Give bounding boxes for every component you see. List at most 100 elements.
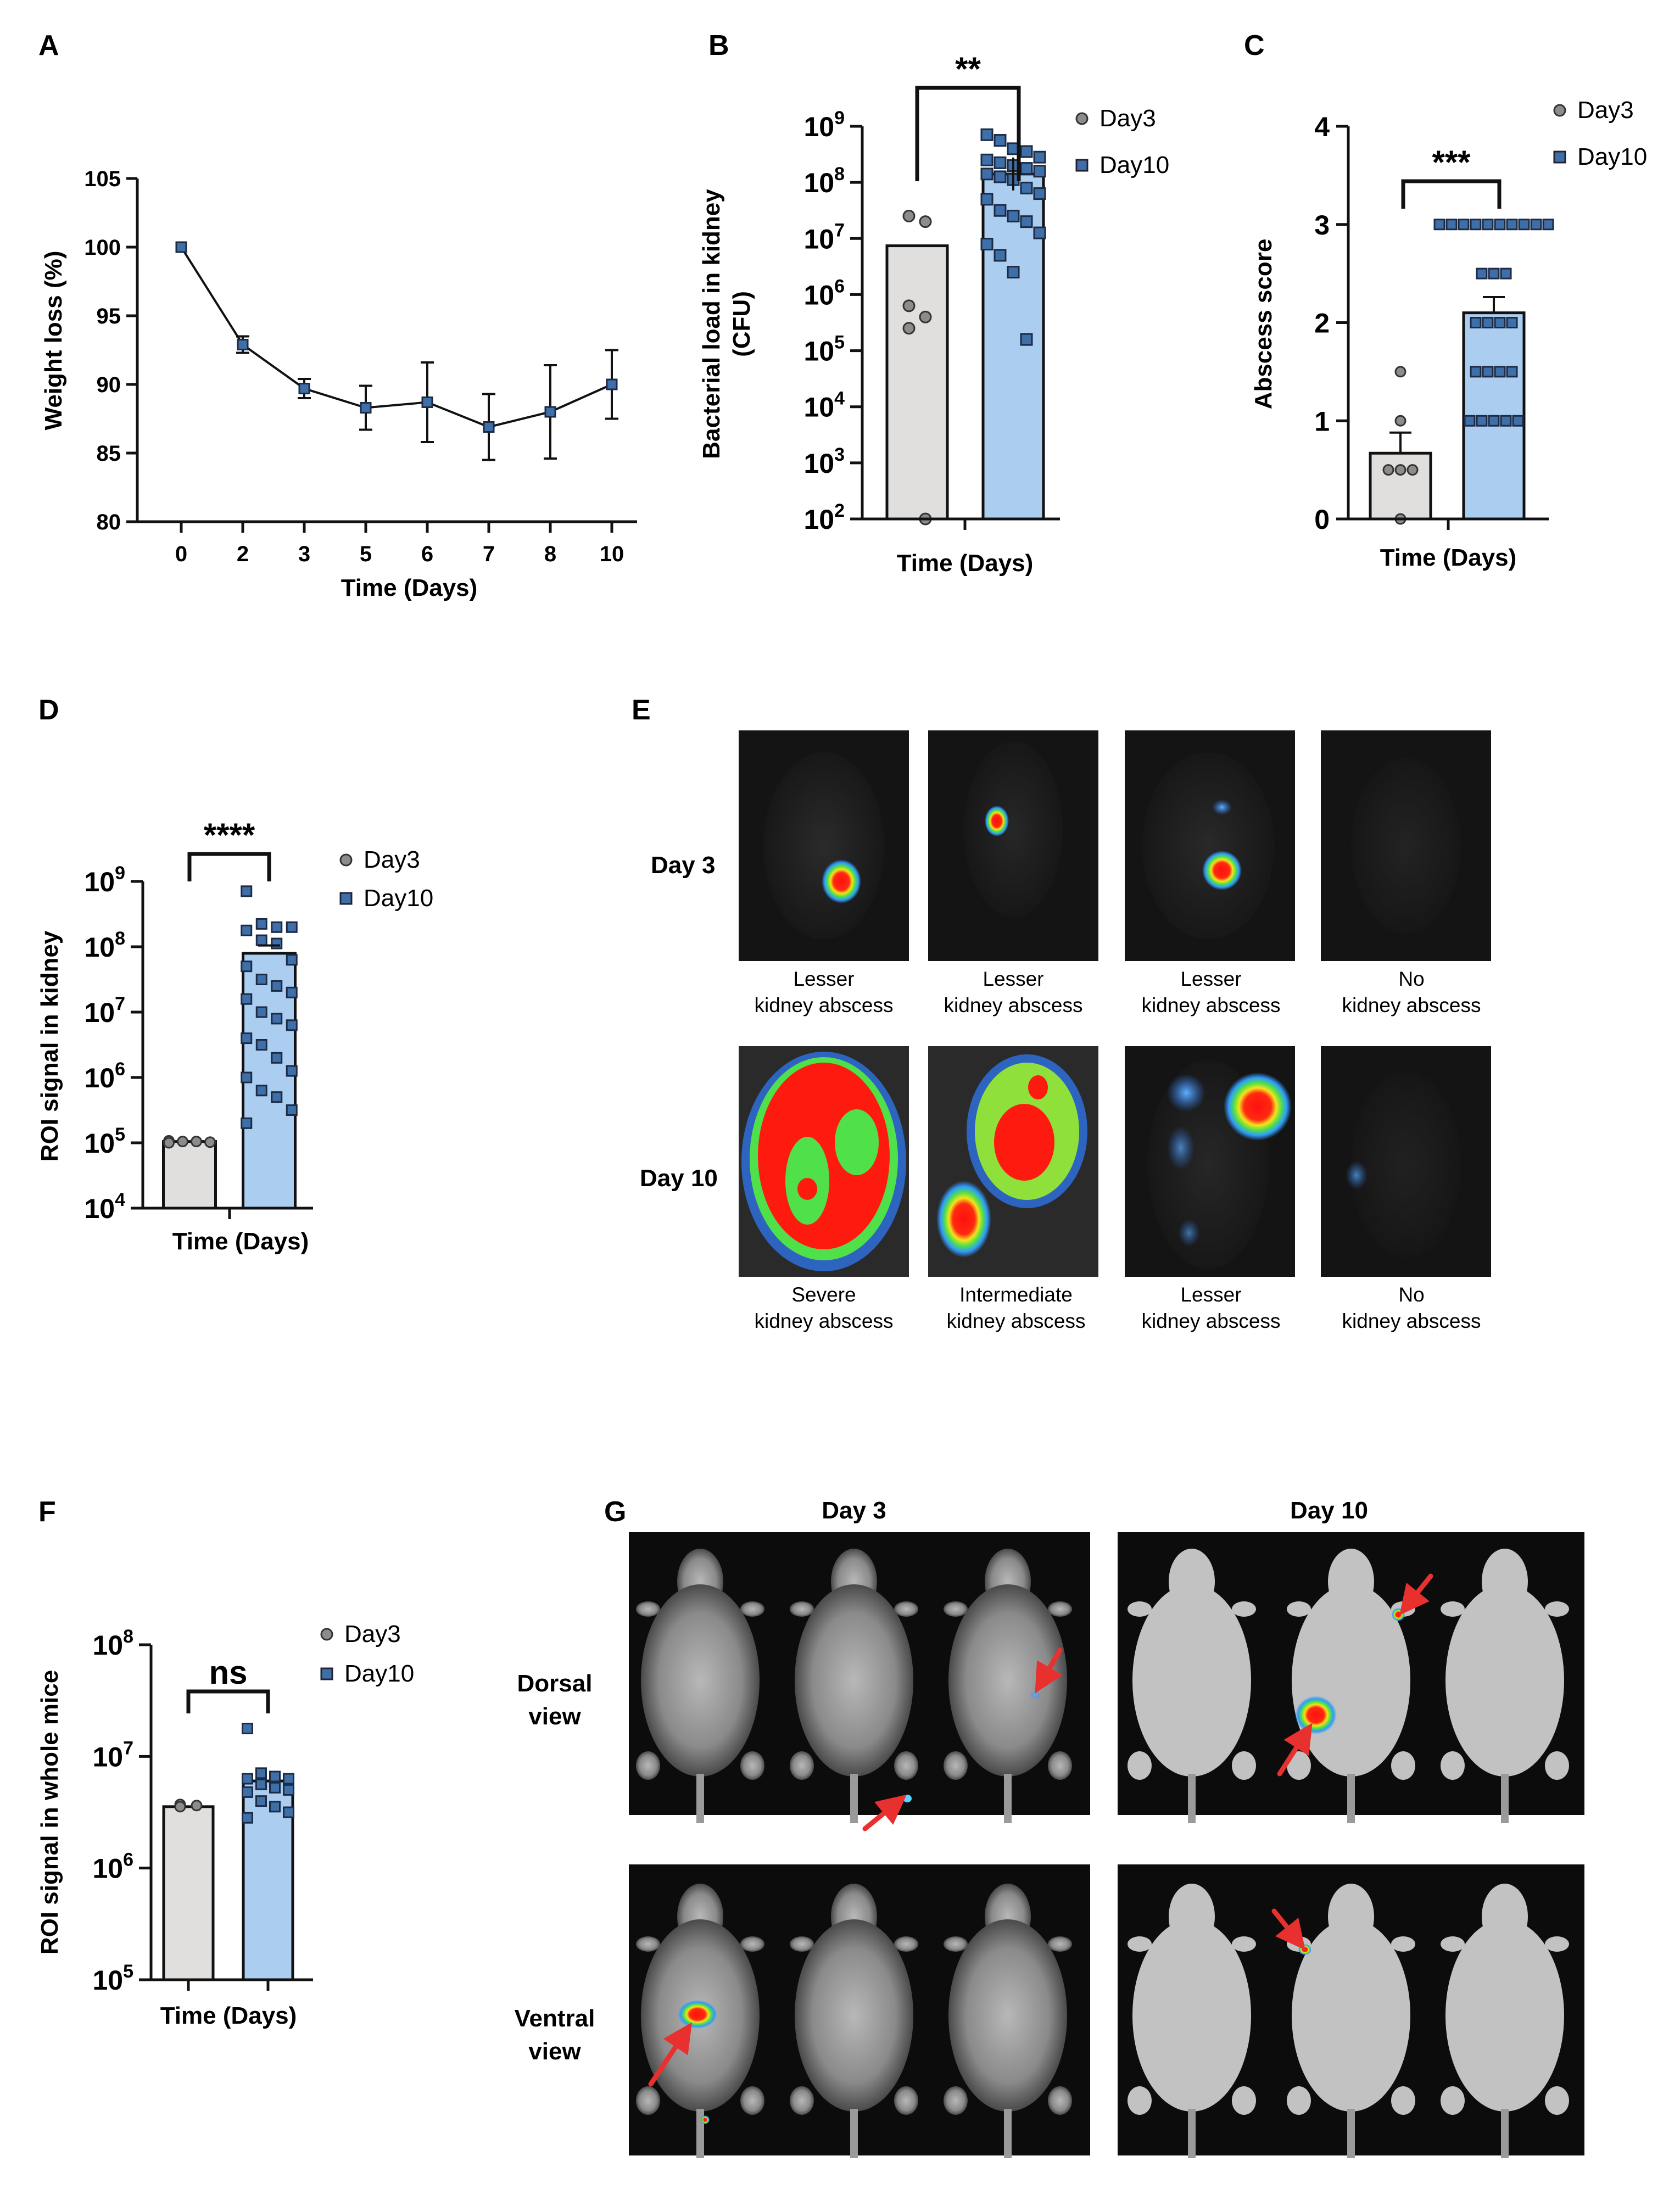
chart-d-point-day10	[286, 1019, 298, 1031]
chart-b-bar-day3	[885, 244, 949, 521]
chart-a-xtick-label: 0	[175, 542, 187, 566]
chart-b-bacterial-load: 102 103 104 105 106 107 108 109 ** Day3 Day10 Time …	[698, 51, 1169, 577]
mouse-day3-dorsal-3-tail	[1004, 1774, 1012, 1823]
chart-f-point-day10	[283, 1806, 294, 1818]
chart-b-y-title: Bacterial load in kidney	[698, 189, 725, 459]
chart-c-point-day3	[1382, 464, 1394, 476]
chart-c-point-day10	[1476, 415, 1488, 427]
mouse-day3-dorsal-2	[790, 1549, 918, 1823]
chart-d-legend-label: Day3	[364, 846, 420, 873]
panel-letter-a: A	[38, 30, 59, 62]
chart-b-point-day10	[994, 134, 1007, 147]
mouse-day3-dorsal-2-paw	[894, 1601, 918, 1617]
kidney-caption-day3-4-line2: kidney abscess	[1342, 994, 1481, 1017]
panel-g-mouse-images: Day 3 Day 10 Dorsal view Ventral view	[515, 1497, 1584, 2158]
chart-c-sig-bracket	[1401, 179, 1502, 209]
chart-d-ytick-label: 107	[84, 993, 125, 1028]
chart-b-ytick-label: 102	[803, 500, 845, 535]
chart-b-sig-bracket	[915, 86, 1021, 181]
mouse-day10-dorsal-2-paw	[1287, 1601, 1311, 1617]
chart-d-sig-bracket	[187, 852, 271, 881]
mouse-day10-dorsal-1-paw	[1128, 1601, 1152, 1617]
mouse-day3-ventral-2-body	[795, 1919, 913, 2112]
chart-c-point-day10	[1494, 219, 1506, 231]
chart-f-bar-day3	[162, 1805, 215, 1981]
chart-b-unit-y-title: (CFU)	[728, 291, 755, 357]
arrow-day3-dorsal-2	[862, 1794, 907, 1831]
chart-f-point-day10	[255, 1795, 267, 1807]
kidney-caption-day10-4-line2: kidney abscess	[1342, 1310, 1481, 1332]
signal-day3-dorsal-3	[1030, 1691, 1041, 1700]
panel-e-row-label-day3: Day 3	[651, 852, 715, 879]
chart-b-point-day10	[1020, 215, 1033, 228]
mouse-day3-ventral-3-foot	[1048, 2086, 1072, 2115]
chart-c-point-day10	[1433, 219, 1445, 231]
chart-c-point-day10	[1482, 317, 1494, 328]
chart-c-point-day10	[1530, 219, 1542, 231]
arrow-day10-dorsal-2	[1277, 1723, 1313, 1777]
chart-a-point	[544, 406, 556, 418]
mouse-day3-ventral-3-body	[948, 1919, 1067, 2112]
mouse-day10-ventral-1-tail	[1188, 2109, 1196, 2158]
chart-c-legend-label: Day10	[1577, 143, 1647, 170]
arrow-day10-dorsal-paw	[1399, 1573, 1433, 1616]
chart-d-sig-label: ****	[204, 817, 255, 853]
chart-a-ytick-label: 95	[97, 304, 121, 328]
chart-a-xtick-label: 10	[600, 542, 624, 566]
mouse-day10-ventral-3-paw	[1441, 1936, 1465, 1952]
chart-b-point-day10	[1007, 266, 1020, 279]
chart-f-point-day10	[255, 1778, 267, 1790]
chart-c-point-day10	[1506, 317, 1518, 328]
kidney-image-day10-3	[1125, 1046, 1295, 1277]
chart-f-legend-marker-day10	[320, 1667, 333, 1680]
mouse-day10-dorsal-3-foot	[1441, 1751, 1465, 1780]
chart-c-sig-label: ***	[1432, 144, 1471, 181]
chart-d-point-day10	[241, 924, 253, 936]
kidney-caption-day10-2-line1: Intermediate	[959, 1283, 1073, 1306]
chart-d-point-day10	[271, 1013, 283, 1025]
mouse-day10-ventral-1-body	[1132, 1919, 1251, 2112]
chart-d-point-day10	[271, 1052, 283, 1064]
chart-b-point-day10	[1020, 333, 1033, 346]
chart-d-point-day10	[286, 954, 298, 966]
chart-f-point-day10	[242, 1786, 253, 1798]
chart-b-point-day3	[919, 215, 932, 228]
chart-c-x-title: Time (Days)	[1380, 544, 1517, 571]
mouse-day10-ventral-1-foot	[1232, 2086, 1256, 2115]
mouse-day10-dorsal-3-paw	[1441, 1601, 1465, 1617]
mouse-day3-dorsal-3-body	[948, 1584, 1067, 1777]
chart-b-point-day10	[980, 167, 994, 181]
arrow-day10-ventral-paw	[1271, 1908, 1305, 1951]
mouse-day3-dorsal-1-foot	[740, 1751, 764, 1780]
chart-a-point	[483, 421, 495, 433]
chart-d-point-day10	[271, 937, 283, 950]
chart-f-ytick-label: 106	[92, 1850, 133, 1884]
chart-c-point-day10	[1476, 267, 1488, 280]
chart-d-point-day3	[204, 1136, 216, 1148]
chart-d-point-day10	[286, 1104, 298, 1116]
mouse-day10-dorsal-1-body	[1132, 1584, 1251, 1777]
mouse-day10-ventral-3-tail	[1501, 2109, 1509, 2158]
mouse-day10-dorsal-1-foot	[1128, 1751, 1152, 1780]
mouse-day3-ventral-2	[790, 1884, 918, 2158]
mouse-day3-ventral-3-tail	[1004, 2109, 1012, 2158]
chart-d-legend-label: Day10	[364, 885, 433, 912]
mouse-day10-dorsal-1-foot	[1232, 1751, 1256, 1780]
kidney-image-day3-1	[739, 730, 909, 961]
chart-b-legend-label: Day3	[1099, 105, 1156, 132]
signal-day10-ventral-paw	[1298, 1944, 1311, 1955]
mouse-day10-ventral-1-foot	[1128, 2086, 1152, 2115]
mouse-day3-dorsal-2-foot	[894, 1751, 918, 1780]
mouse-day3-dorsal-1-paw	[636, 1601, 660, 1617]
arrow-day3-ventral-1	[648, 2022, 692, 2087]
chart-d-point-day3	[163, 1137, 175, 1149]
mouse-day10-dorsal-3	[1441, 1549, 1569, 1823]
panel-g-row-ventral-line1: Ventral	[515, 2005, 595, 2032]
mouse-day10-dorsal-1	[1128, 1549, 1256, 1823]
chart-b-legend-marker-day10	[1075, 159, 1089, 172]
mouse-day3-dorsal-3-paw	[1048, 1601, 1072, 1617]
chart-d-point-day10	[255, 1085, 267, 1097]
chart-b-point-day10	[1033, 150, 1046, 164]
signal-day3-dorsal-2	[903, 1795, 912, 1802]
